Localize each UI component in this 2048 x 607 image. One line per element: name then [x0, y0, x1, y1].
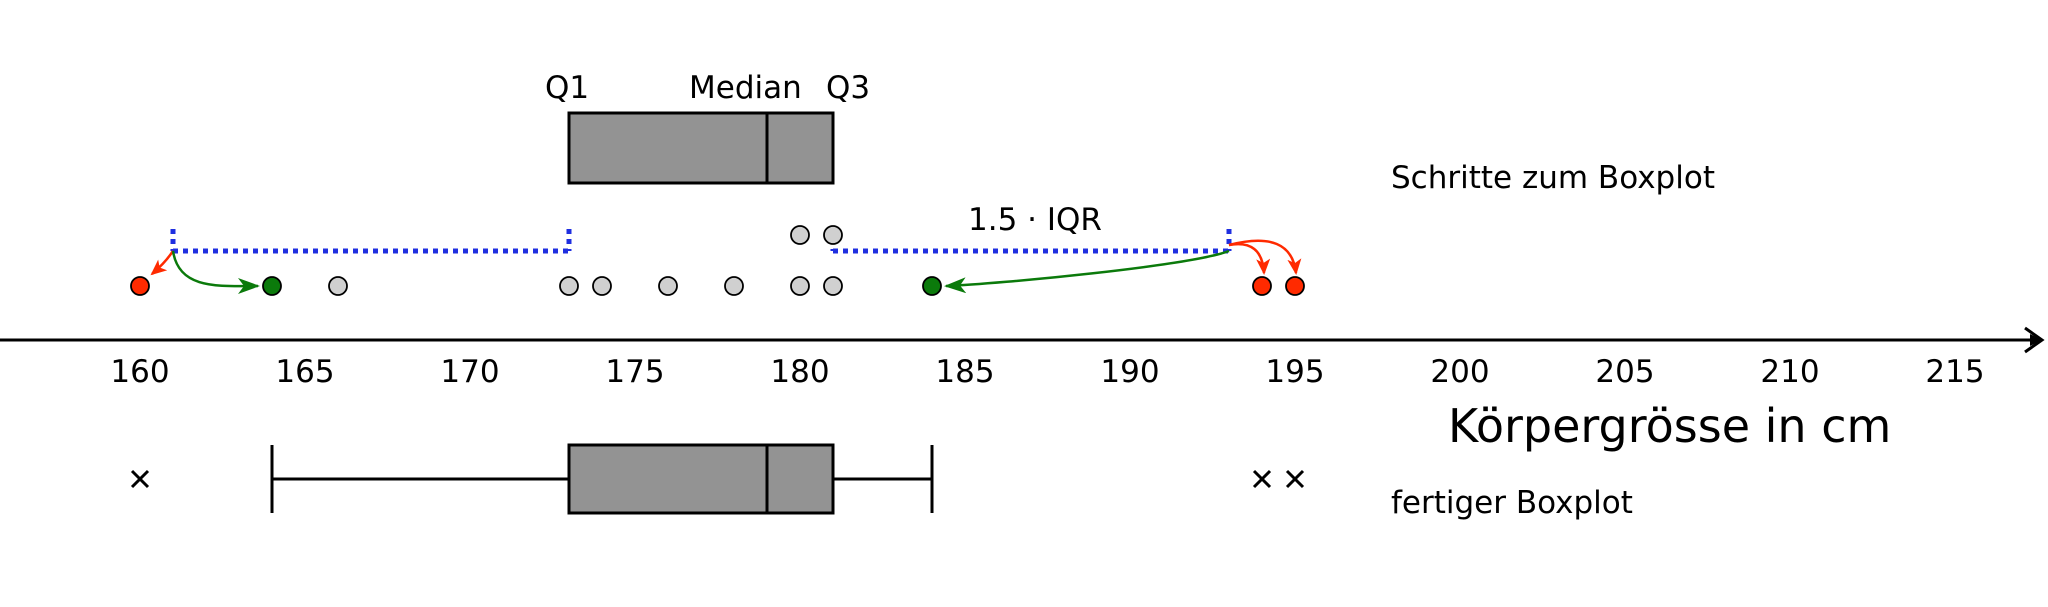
point-normal — [328, 276, 348, 296]
cross-stroke — [1285, 469, 1305, 489]
tick-label: 165 — [275, 354, 334, 390]
q3-label: Q3 — [826, 70, 870, 106]
point-normal — [559, 276, 579, 296]
tick-label: 215 — [1925, 354, 1984, 390]
step-arrows — [150, 239, 1302, 295]
point-normal — [592, 276, 612, 296]
final-outlier-cross — [130, 469, 150, 489]
tick-label: 185 — [935, 354, 994, 390]
final-boxplot — [130, 443, 1305, 515]
tick-label: 160 — [110, 354, 169, 390]
cross-stroke — [1252, 469, 1272, 489]
arrow-to-outlier-195 — [1228, 239, 1302, 275]
point-normal — [823, 276, 843, 296]
tick-label: 200 — [1430, 354, 1489, 390]
final-box-rect — [567, 443, 835, 515]
arrow-to-outlier-160 — [150, 250, 175, 276]
tick-label: 170 — [440, 354, 499, 390]
top-box — [567, 111, 835, 185]
arrow-to-whisker-164 — [171, 250, 260, 295]
data-points — [130, 225, 1305, 296]
point-normal — [790, 276, 810, 296]
median-label: Median — [689, 70, 802, 106]
point-whisker-end — [922, 276, 942, 296]
point-normal — [658, 276, 678, 296]
final-outlier-cross — [1285, 469, 1305, 489]
point-stacked — [823, 225, 843, 245]
x-axis: 160 165 170 175 180 185 190 195 200 205 210 215 — [0, 326, 2045, 390]
tick-label: 195 — [1265, 354, 1324, 390]
cross-stroke — [130, 469, 150, 489]
x-axis-arrowhead — [2024, 326, 2045, 354]
point-outlier — [1252, 276, 1272, 296]
point-whisker-end — [262, 276, 282, 296]
tick-label: 190 — [1100, 354, 1159, 390]
final-outlier-cross — [1252, 469, 1272, 489]
point-normal — [724, 276, 744, 296]
steps-caption: Schritte zum Boxplot — [1391, 160, 1715, 196]
arrow-to-outlier-194 — [1228, 242, 1271, 275]
iqr-label: 1.5 · IQR — [968, 202, 1102, 238]
point-stacked — [790, 225, 810, 245]
q1-label: Q1 — [545, 70, 589, 106]
point-outlier — [130, 276, 150, 296]
point-outlier — [1285, 276, 1305, 296]
arrow-to-whisker-184 — [944, 249, 1230, 294]
tick-label: 180 — [770, 354, 829, 390]
tick-label: 175 — [605, 354, 664, 390]
final-caption: fertiger Boxplot — [1391, 485, 1633, 521]
top-box-rect — [567, 111, 835, 185]
axis-title: Körpergrösse in cm — [1448, 399, 1891, 453]
tick-label: 210 — [1760, 354, 1819, 390]
tick-label: 205 — [1595, 354, 1654, 390]
